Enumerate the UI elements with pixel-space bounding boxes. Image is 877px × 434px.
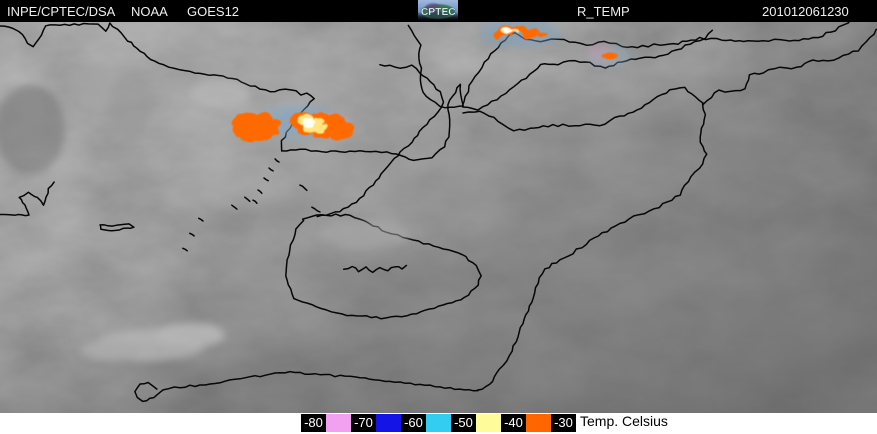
svg-text:CPTEC: CPTEC	[421, 7, 456, 18]
